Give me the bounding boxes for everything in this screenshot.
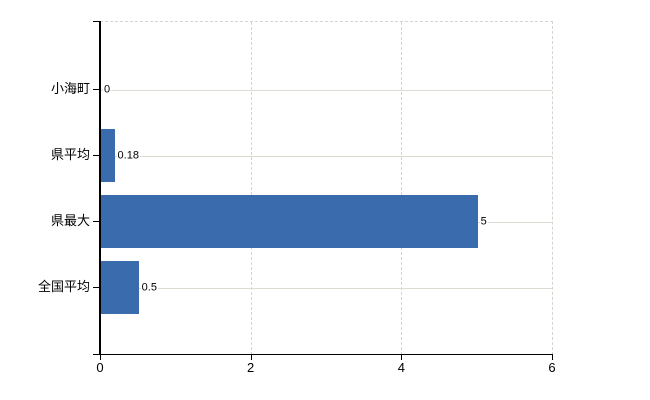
horizontal-gridline <box>100 156 552 157</box>
horizontal-gridline <box>100 288 552 289</box>
x-axis-tick <box>100 355 101 360</box>
category-label: 県平均 <box>50 147 90 162</box>
horizontal-gridline <box>100 90 552 91</box>
x-axis-tick <box>250 355 252 360</box>
bar-value-label: 0.5 <box>140 281 158 295</box>
vertical-gridline <box>250 22 252 355</box>
bar-4 <box>101 261 139 314</box>
y-axis-tick <box>93 287 100 288</box>
y-axis-tick <box>93 221 100 222</box>
x-axis-tick-label: 2 <box>247 360 255 375</box>
category-label: 県最大 <box>50 213 90 228</box>
bar-value-label: 0 <box>103 83 112 97</box>
plot-area: 0 0.18 5 0.5 <box>100 21 553 355</box>
x-axis-tick-label: 6 <box>548 360 556 375</box>
x-axis-tick-label: 0 <box>96 360 104 375</box>
bar-value-label: 0.18 <box>116 149 140 163</box>
category-label: 小海町 <box>50 81 90 96</box>
bar-3 <box>101 195 478 248</box>
bar-value-label: 5 <box>479 215 488 229</box>
category-label: 全国平均 <box>37 279 90 294</box>
vertical-gridline <box>401 22 403 355</box>
y-axis-tick <box>93 89 100 90</box>
y-axis-top-tick <box>93 21 100 22</box>
y-axis <box>99 21 101 354</box>
x-axis-tick <box>552 355 553 360</box>
x-axis <box>93 354 553 355</box>
x-axis-tick <box>401 355 403 360</box>
category-labels: 小海町県平均県最大全国平均 <box>0 21 90 354</box>
x-axis-tick-label: 4 <box>397 360 405 375</box>
bar-2 <box>101 129 115 182</box>
y-axis-tick <box>93 155 100 156</box>
